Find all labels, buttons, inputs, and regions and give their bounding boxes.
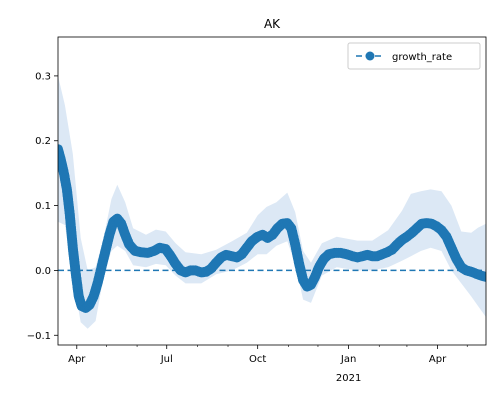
legend-marker: [365, 51, 375, 61]
growth-rate-markers: [58, 144, 486, 313]
y-tick-label: 0.0: [35, 266, 51, 277]
uncertainty-band: [58, 75, 486, 329]
legend: growth_rate: [347, 42, 481, 70]
x-tick-label: Apr: [68, 354, 86, 365]
x-tick-label: Jan: [340, 354, 356, 365]
y-tick-label: −0.1: [27, 331, 51, 342]
x-tick-label: Oct: [249, 354, 266, 365]
legend-box: [347, 42, 481, 70]
y-tick-label: 0.3: [35, 71, 51, 82]
chart-title: AK: [264, 17, 281, 31]
plot-frame: [57, 36, 487, 346]
legend-label: growth_rate: [392, 52, 452, 63]
x-year-label: 2021: [336, 373, 361, 384]
x-tick-label: Jul: [160, 354, 173, 365]
y-tick-label: 0.2: [35, 136, 51, 147]
x-axis: Apr Jul Oct Jan Apr 2021: [68, 345, 468, 384]
y-axis: −0.1 0.0 0.1 0.2 0.3: [27, 71, 58, 342]
y-tick-label: 0.1: [35, 201, 51, 212]
plot-area: [58, 75, 486, 329]
data-point: [481, 271, 486, 282]
x-tick-label: Apr: [429, 354, 447, 365]
